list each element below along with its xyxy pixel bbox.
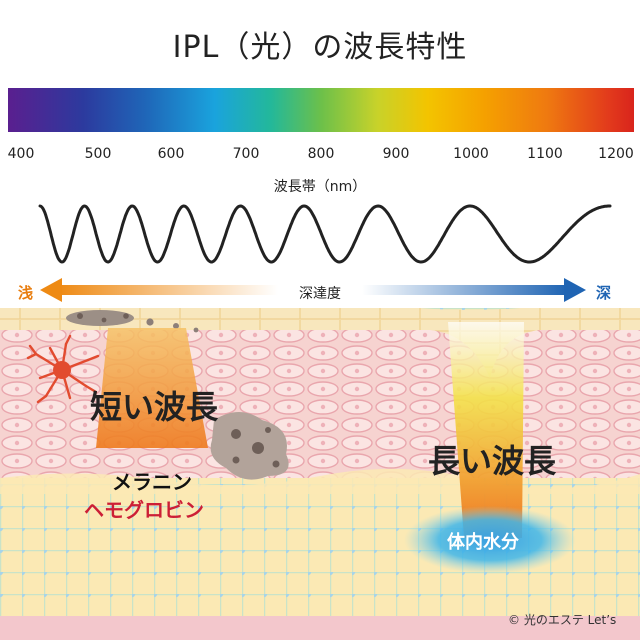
shallow-arrow-head [40,278,62,302]
spectrum-tick-400: 400 [7,146,35,162]
depth-label: 深達度 [299,286,341,302]
spectrum-tick-1000: 1000 [453,146,489,162]
hemoglobin-label: ヘモグロビン [84,498,204,522]
spectrum-tick-700: 700 [232,146,260,162]
wave-line [38,204,612,264]
deep-arrow-head [564,278,586,302]
spectrum-tick-600: 600 [157,146,185,162]
long-wave-label: 長い波長 [428,442,557,480]
long-wave-beam [448,322,524,538]
skin-base-stripe [0,616,640,640]
depth-arrow [40,278,586,302]
body-water-label: 体内水分 [447,532,519,553]
short-wave-beam [96,328,208,448]
deep-arrow-shaft [362,285,566,295]
short-wave-label: 短い波長 [90,388,219,426]
page-title: IPL（光）の波長特性 [172,30,468,65]
spectrum-tick-800: 800 [307,146,335,162]
shallow-arrow-shaft [58,285,278,295]
melanin-granules [66,310,199,333]
spectrum-tick-1200: 1200 [598,146,634,162]
spectrum-tick-900: 900 [382,146,410,162]
body-water-glow [404,506,576,574]
deep-label: 深 [596,284,612,302]
spectrum-tick-1100: 1100 [527,146,563,162]
shallow-label: 浅 [18,284,34,302]
copyright-credit: © 光のエステ Let’s [508,613,617,627]
wave-illustration [38,204,612,264]
melanocyte-icon [26,334,100,404]
spectrum-tick-500: 500 [84,146,112,162]
wavelength-axis-label: 波長帯（nm） [273,179,367,195]
melanin-label: メラニン [112,470,192,494]
skin-cross-section [0,308,640,640]
wavelength-spectrum-bar [8,88,634,132]
